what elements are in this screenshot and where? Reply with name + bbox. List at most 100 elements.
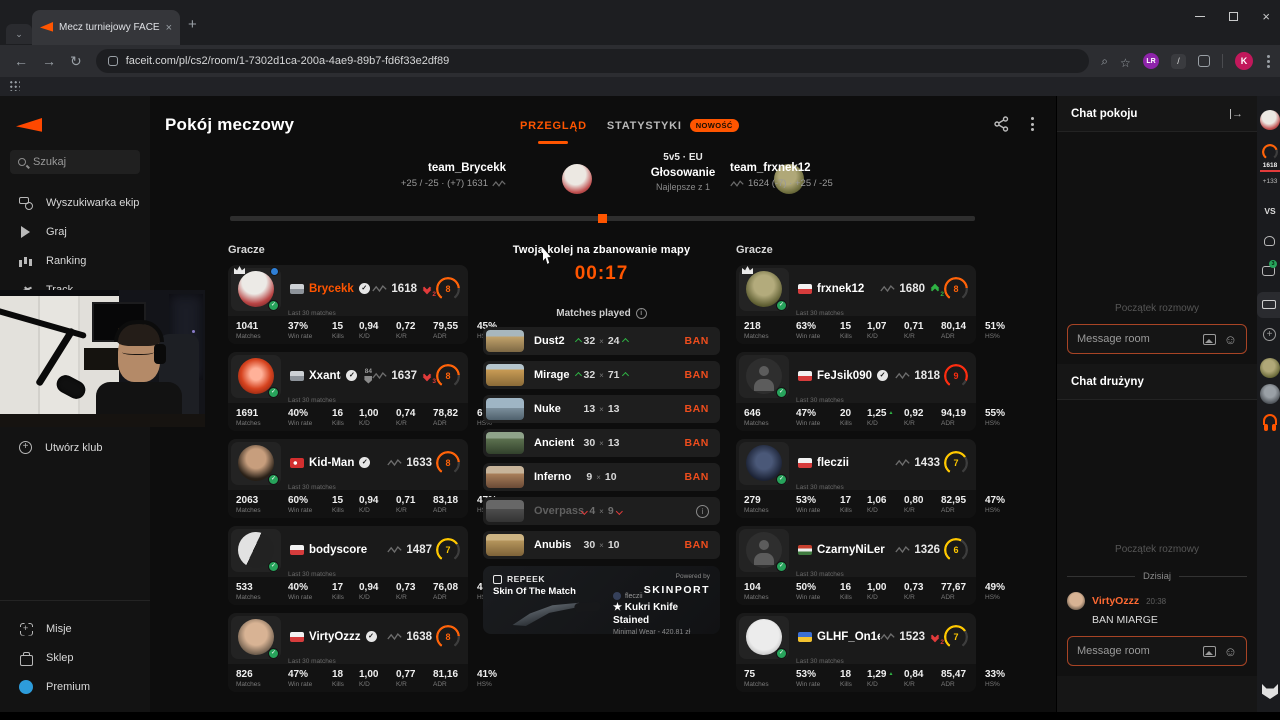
search-input[interactable] bbox=[33, 156, 123, 168]
player-avatar-tile: ✓ bbox=[739, 266, 789, 311]
player-card[interactable]: ✓ FeJsik090 ✓ 1818 bbox=[736, 352, 1005, 431]
skill-level-gauge: 8 bbox=[436, 364, 460, 388]
ban-button[interactable]: BAN bbox=[684, 471, 709, 483]
player-card[interactable]: ✓ CzarnyNiLer ✓ 1326 bbox=[736, 526, 1005, 605]
player-card[interactable]: ✓ VirtyOzzz ✓ 1638 bbox=[228, 613, 497, 692]
room-chat-input-box[interactable] bbox=[1067, 324, 1247, 354]
skin-of-the-match-card[interactable]: REPEEK Skin Of The Match Powered by SKIN… bbox=[483, 566, 720, 634]
apps-grid-icon[interactable] bbox=[9, 80, 20, 91]
country-flag-icon bbox=[798, 544, 812, 555]
reload-icon[interactable]: ↻ bbox=[70, 52, 82, 69]
sidebar-item[interactable]: Premium bbox=[0, 672, 150, 701]
zoom-page-icon[interactable]: ⌕ bbox=[1101, 53, 1108, 68]
ban-button[interactable]: BAN bbox=[684, 335, 709, 347]
overlay-avatar[interactable] bbox=[1260, 384, 1280, 404]
attach-image-icon[interactable] bbox=[1202, 645, 1216, 657]
emoji-icon[interactable] bbox=[1224, 645, 1237, 658]
ban-button[interactable]: BAN bbox=[684, 369, 709, 381]
overlay-skill-gauge bbox=[1262, 144, 1278, 160]
sidebar-item-create-club[interactable]: + Utwórz klub bbox=[0, 433, 150, 462]
elo-graph-icon[interactable] bbox=[387, 458, 403, 467]
team-chat-input[interactable] bbox=[1077, 645, 1195, 657]
info-icon[interactable] bbox=[635, 308, 647, 319]
emoji-icon[interactable] bbox=[1224, 333, 1237, 346]
sidebar-item[interactable]: Misje bbox=[0, 614, 150, 643]
elo-trend-icon: 2 bbox=[929, 283, 944, 298]
share-icon[interactable] bbox=[994, 116, 1009, 132]
sidebar-item[interactable]: Ranking bbox=[0, 246, 150, 275]
minimize-icon[interactable] bbox=[1195, 15, 1206, 18]
elo-graph-icon[interactable] bbox=[880, 632, 896, 641]
player-card[interactable]: ✓ fleczii ✓ 1433 bbox=[736, 439, 1005, 518]
player-name: bodyscore bbox=[309, 543, 368, 556]
veto-progress-bar bbox=[230, 214, 975, 223]
back-icon[interactable]: ← bbox=[14, 53, 28, 69]
room-menu-icon[interactable] bbox=[1031, 117, 1034, 131]
team-right-avatar[interactable] bbox=[774, 164, 804, 194]
add-widget-icon[interactable]: + bbox=[1263, 328, 1276, 341]
tab-statistics[interactable]: STATYSTYKI bbox=[606, 119, 682, 132]
elo-graph-icon[interactable] bbox=[880, 284, 896, 293]
browser-profile-avatar[interactable]: K bbox=[1235, 52, 1253, 70]
address-bar[interactable]: faceit.com/pl/cs2/room/1-7302d1ca-200a-4… bbox=[95, 49, 1090, 73]
ban-button[interactable]: BAN bbox=[684, 539, 709, 551]
extensions-icon[interactable] bbox=[1198, 55, 1210, 67]
chat-notifications-icon[interactable] bbox=[1262, 266, 1275, 276]
browser-tab[interactable]: Mecz turniejowy FACEIT - FACE × bbox=[32, 10, 180, 45]
collapse-chat-icon[interactable] bbox=[1229, 108, 1244, 120]
sidebar-item-label: Wyszukiwarka ekip bbox=[46, 196, 140, 209]
elo-graph-icon[interactable] bbox=[387, 545, 403, 554]
bookmark-star-icon[interactable]: ☆ bbox=[1120, 55, 1131, 70]
close-icon[interactable]: × bbox=[1262, 9, 1270, 24]
overlay-avatar[interactable] bbox=[1260, 110, 1280, 130]
extension-lr-icon[interactable]: LR bbox=[1143, 53, 1159, 69]
team-left-header[interactable]: team_Brycekk +25 / -25 · (+7) 1631 bbox=[401, 162, 506, 189]
maximize-icon[interactable] bbox=[1229, 12, 1239, 21]
team-chat-input-box[interactable] bbox=[1067, 636, 1247, 666]
elo-graph-icon[interactable] bbox=[387, 632, 403, 641]
ban-button[interactable]: BAN bbox=[684, 403, 709, 415]
banned-info-icon[interactable] bbox=[696, 504, 709, 518]
player-avatar bbox=[746, 271, 782, 307]
headset-icon[interactable] bbox=[1263, 414, 1277, 431]
player-name: FeJsik090 bbox=[817, 369, 872, 382]
player-card[interactable]: ✓ frxnek12 ✓ 1680 bbox=[736, 265, 1005, 344]
player-avatar-tile: ✓ bbox=[231, 529, 281, 572]
message-author-avatar[interactable] bbox=[1067, 592, 1085, 610]
player-card[interactable]: ✓ XxantareZ_ ✓ 84 1637 bbox=[228, 352, 497, 431]
tab-search-chevron-icon[interactable]: ⌄ bbox=[6, 24, 32, 44]
bell-icon[interactable] bbox=[1264, 236, 1275, 246]
message-author[interactable]: VirtyOzzz bbox=[1092, 595, 1140, 607]
forward-icon[interactable]: → bbox=[42, 53, 56, 69]
site-info-icon[interactable] bbox=[107, 56, 118, 66]
sidebar-item[interactable]: Wyszukiwarka ekip bbox=[0, 188, 150, 217]
elo-graph-icon[interactable] bbox=[372, 371, 388, 380]
sidebar-search[interactable] bbox=[10, 150, 140, 174]
elo-graph-icon[interactable] bbox=[895, 458, 911, 467]
tab-close-icon[interactable]: × bbox=[165, 21, 172, 34]
browser-menu-icon[interactable] bbox=[1267, 54, 1270, 68]
country-flag-icon bbox=[290, 283, 304, 294]
player-name: Kid-Man bbox=[309, 456, 355, 469]
ban-button[interactable]: BAN bbox=[684, 437, 709, 449]
elo-graph-icon[interactable] bbox=[895, 545, 911, 554]
new-tab-button[interactable]: + bbox=[188, 16, 197, 33]
sidebar-item[interactable]: Sklep bbox=[0, 643, 150, 672]
tab-overview[interactable]: PRZEGLĄD bbox=[520, 119, 587, 132]
player-card[interactable]: ✓ bodyscore ✓ 1487 bbox=[228, 526, 497, 605]
overlay-avatar[interactable] bbox=[1260, 358, 1280, 378]
elo-graph-icon[interactable] bbox=[372, 284, 388, 293]
team-right-header[interactable]: team_frxnek12 1624 (-7) · +25 / -25 bbox=[730, 162, 833, 189]
extension-slash-icon[interactable]: / bbox=[1171, 53, 1186, 69]
sidebar-item[interactable]: Graj bbox=[0, 217, 150, 246]
attach-image-icon[interactable] bbox=[1202, 333, 1216, 345]
elo-graph-icon[interactable] bbox=[895, 371, 911, 380]
player-card[interactable]: ✓ Brycekk ✓ 1618 bbox=[228, 265, 497, 344]
player-card[interactable]: ✓ Kid-Man ✓ 1633 bbox=[228, 439, 497, 518]
team-left-avatar[interactable] bbox=[562, 164, 592, 194]
faceit-logo-icon[interactable] bbox=[16, 118, 42, 132]
active-widget-tile[interactable] bbox=[1257, 292, 1280, 318]
player-card[interactable]: ✓ GLHF_On1e ✓ 1523 bbox=[736, 613, 1005, 692]
fox-logo-icon[interactable] bbox=[1262, 684, 1278, 699]
room-chat-input[interactable] bbox=[1077, 333, 1195, 345]
